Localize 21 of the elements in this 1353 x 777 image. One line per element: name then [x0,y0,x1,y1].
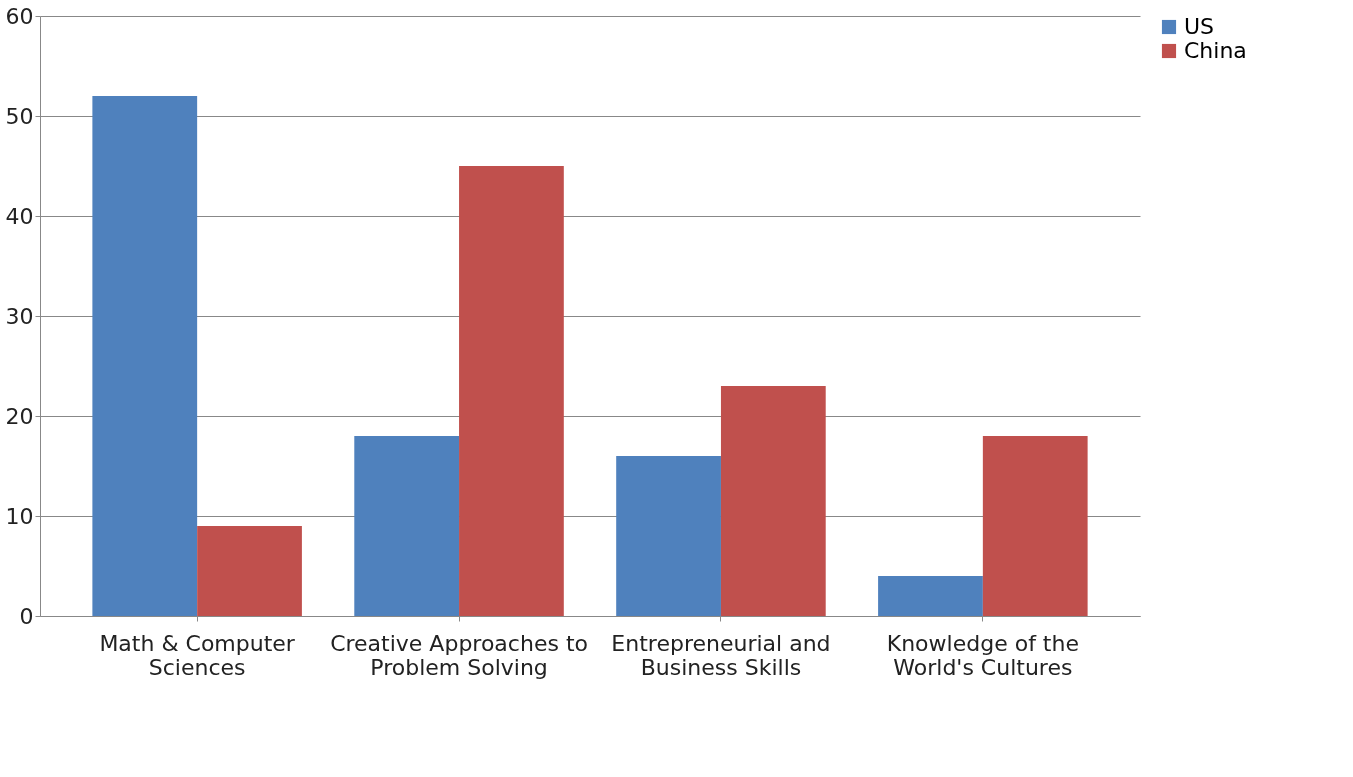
x-tick-label: Entrepreneurial and Business Skills [611,630,831,680]
y-tick-label: 60 [5,3,34,29]
y-tick-label: 30 [5,303,34,329]
y-tick-label: 40 [5,203,34,229]
legend-label: US [1184,14,1215,39]
bar [197,526,302,616]
x-tick-label: Math & Computer Sciences [99,630,296,680]
y-tick-label: 10 [5,503,34,529]
bar [459,166,564,616]
bar [354,436,460,616]
bar [616,456,721,616]
bar [878,576,983,616]
x-tick-label: Knowledge of the World's Cultures [886,630,1079,680]
legend-label: China [1184,38,1247,63]
bar [982,436,1088,616]
y-tick-label: 20 [5,403,34,429]
y-tick-label: 50 [5,103,34,129]
bar [720,386,826,616]
bar [92,96,198,616]
x-tick-label: Creative Approaches to Problem Solving [330,630,588,680]
y-tick-label: 0 [19,603,34,629]
